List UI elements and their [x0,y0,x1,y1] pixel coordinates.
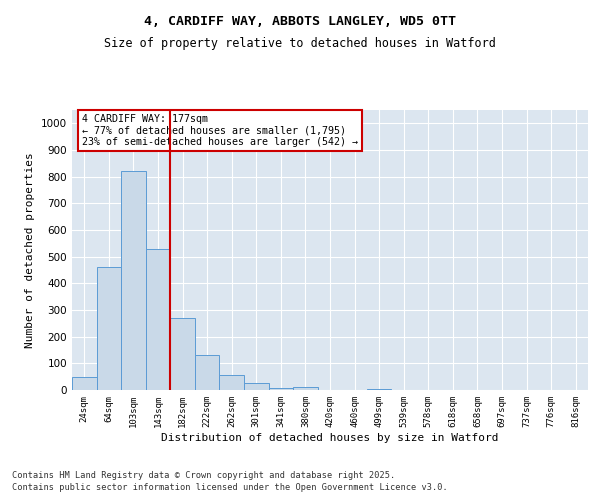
Bar [146,248,170,390]
Bar [97,268,121,390]
Y-axis label: Number of detached properties: Number of detached properties [25,152,35,348]
Bar [72,376,97,390]
Bar [170,318,195,390]
Text: 4 CARDIFF WAY: 177sqm
← 77% of detached houses are smaller (1,795)
23% of semi-d: 4 CARDIFF WAY: 177sqm ← 77% of detached … [82,114,358,148]
Bar [293,387,318,390]
Text: Size of property relative to detached houses in Watford: Size of property relative to detached ho… [104,38,496,51]
Bar [220,376,244,390]
Bar [367,388,391,390]
Text: Contains public sector information licensed under the Open Government Licence v3: Contains public sector information licen… [12,483,448,492]
Text: Contains HM Land Registry data © Crown copyright and database right 2025.: Contains HM Land Registry data © Crown c… [12,470,395,480]
X-axis label: Distribution of detached houses by size in Watford: Distribution of detached houses by size … [161,432,499,442]
Bar [269,388,293,390]
Bar [244,384,269,390]
Bar [121,172,146,390]
Bar [195,356,220,390]
Text: 4, CARDIFF WAY, ABBOTS LANGLEY, WD5 0TT: 4, CARDIFF WAY, ABBOTS LANGLEY, WD5 0TT [144,15,456,28]
